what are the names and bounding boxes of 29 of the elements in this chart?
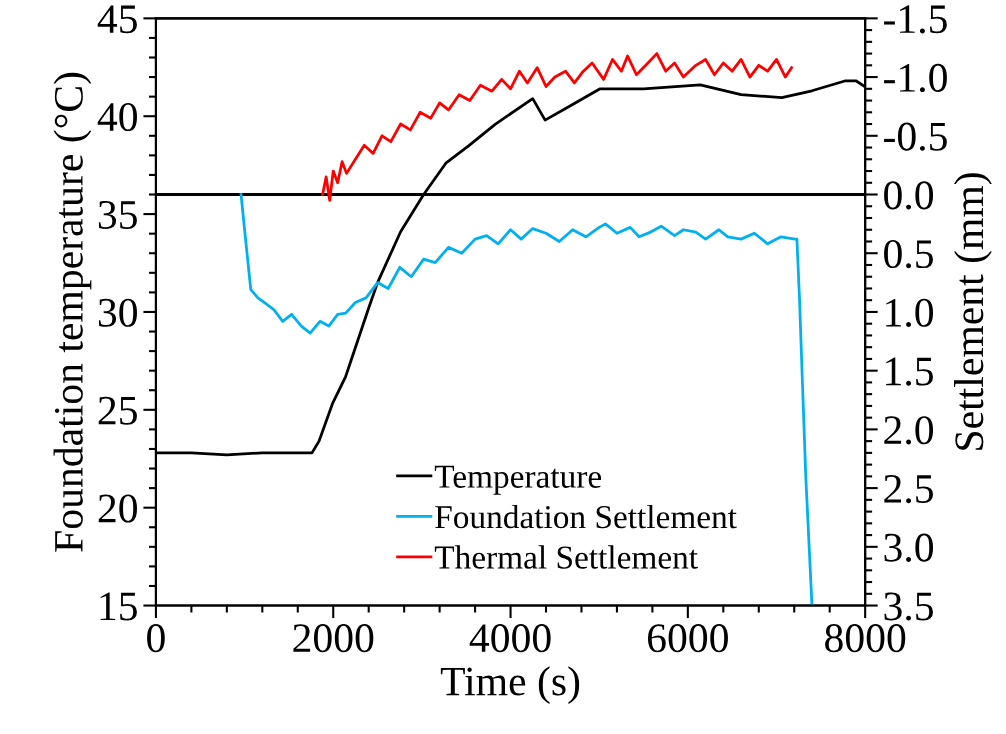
x-tick-label: 4000: [469, 624, 551, 653]
y2-tick-label: 2.0: [884, 416, 934, 445]
legend-label: Thermal Settlement: [434, 545, 698, 569]
y-tick-label: 40: [97, 102, 137, 132]
y2-tick-label: -1.0: [884, 63, 947, 93]
y2-tick-label: -1.5: [884, 5, 947, 34]
y-tick-label: 30: [98, 298, 137, 327]
y2-tick-label: 3.5: [884, 592, 933, 621]
x-tick-label: 2000: [293, 624, 374, 653]
y-tick-label: 35: [98, 200, 137, 229]
y-axis-title: Foundation temperature (°C): [53, 72, 92, 552]
x-tick-label: 0: [147, 624, 165, 653]
legend-label: Foundation Settlement: [435, 504, 737, 529]
x-axis-title: Time (s): [440, 666, 580, 705]
y2-tick-label: -0.5: [884, 122, 947, 151]
y2-tick-label: 1.0: [886, 298, 934, 327]
y-tick-label: 25: [98, 396, 137, 425]
y2-tick-label: 0.5: [884, 239, 933, 269]
x-tick-label: 8000: [825, 624, 906, 653]
y-tick-label: 15: [100, 592, 137, 621]
y-tick-label: 45: [97, 5, 137, 34]
x-tick-label: 6000: [647, 624, 728, 653]
y2-tick-label: 1.5: [886, 357, 933, 386]
y2-tick-label: 2.5: [884, 474, 933, 504]
legend-label: Temperature: [434, 465, 602, 495]
y2-tick-label: 0.0: [884, 181, 934, 210]
y-tick-label: 20: [98, 494, 137, 523]
y2-tick-label: 3.0: [884, 533, 934, 562]
y2-axis-title: Settlement (mm): [954, 173, 992, 450]
